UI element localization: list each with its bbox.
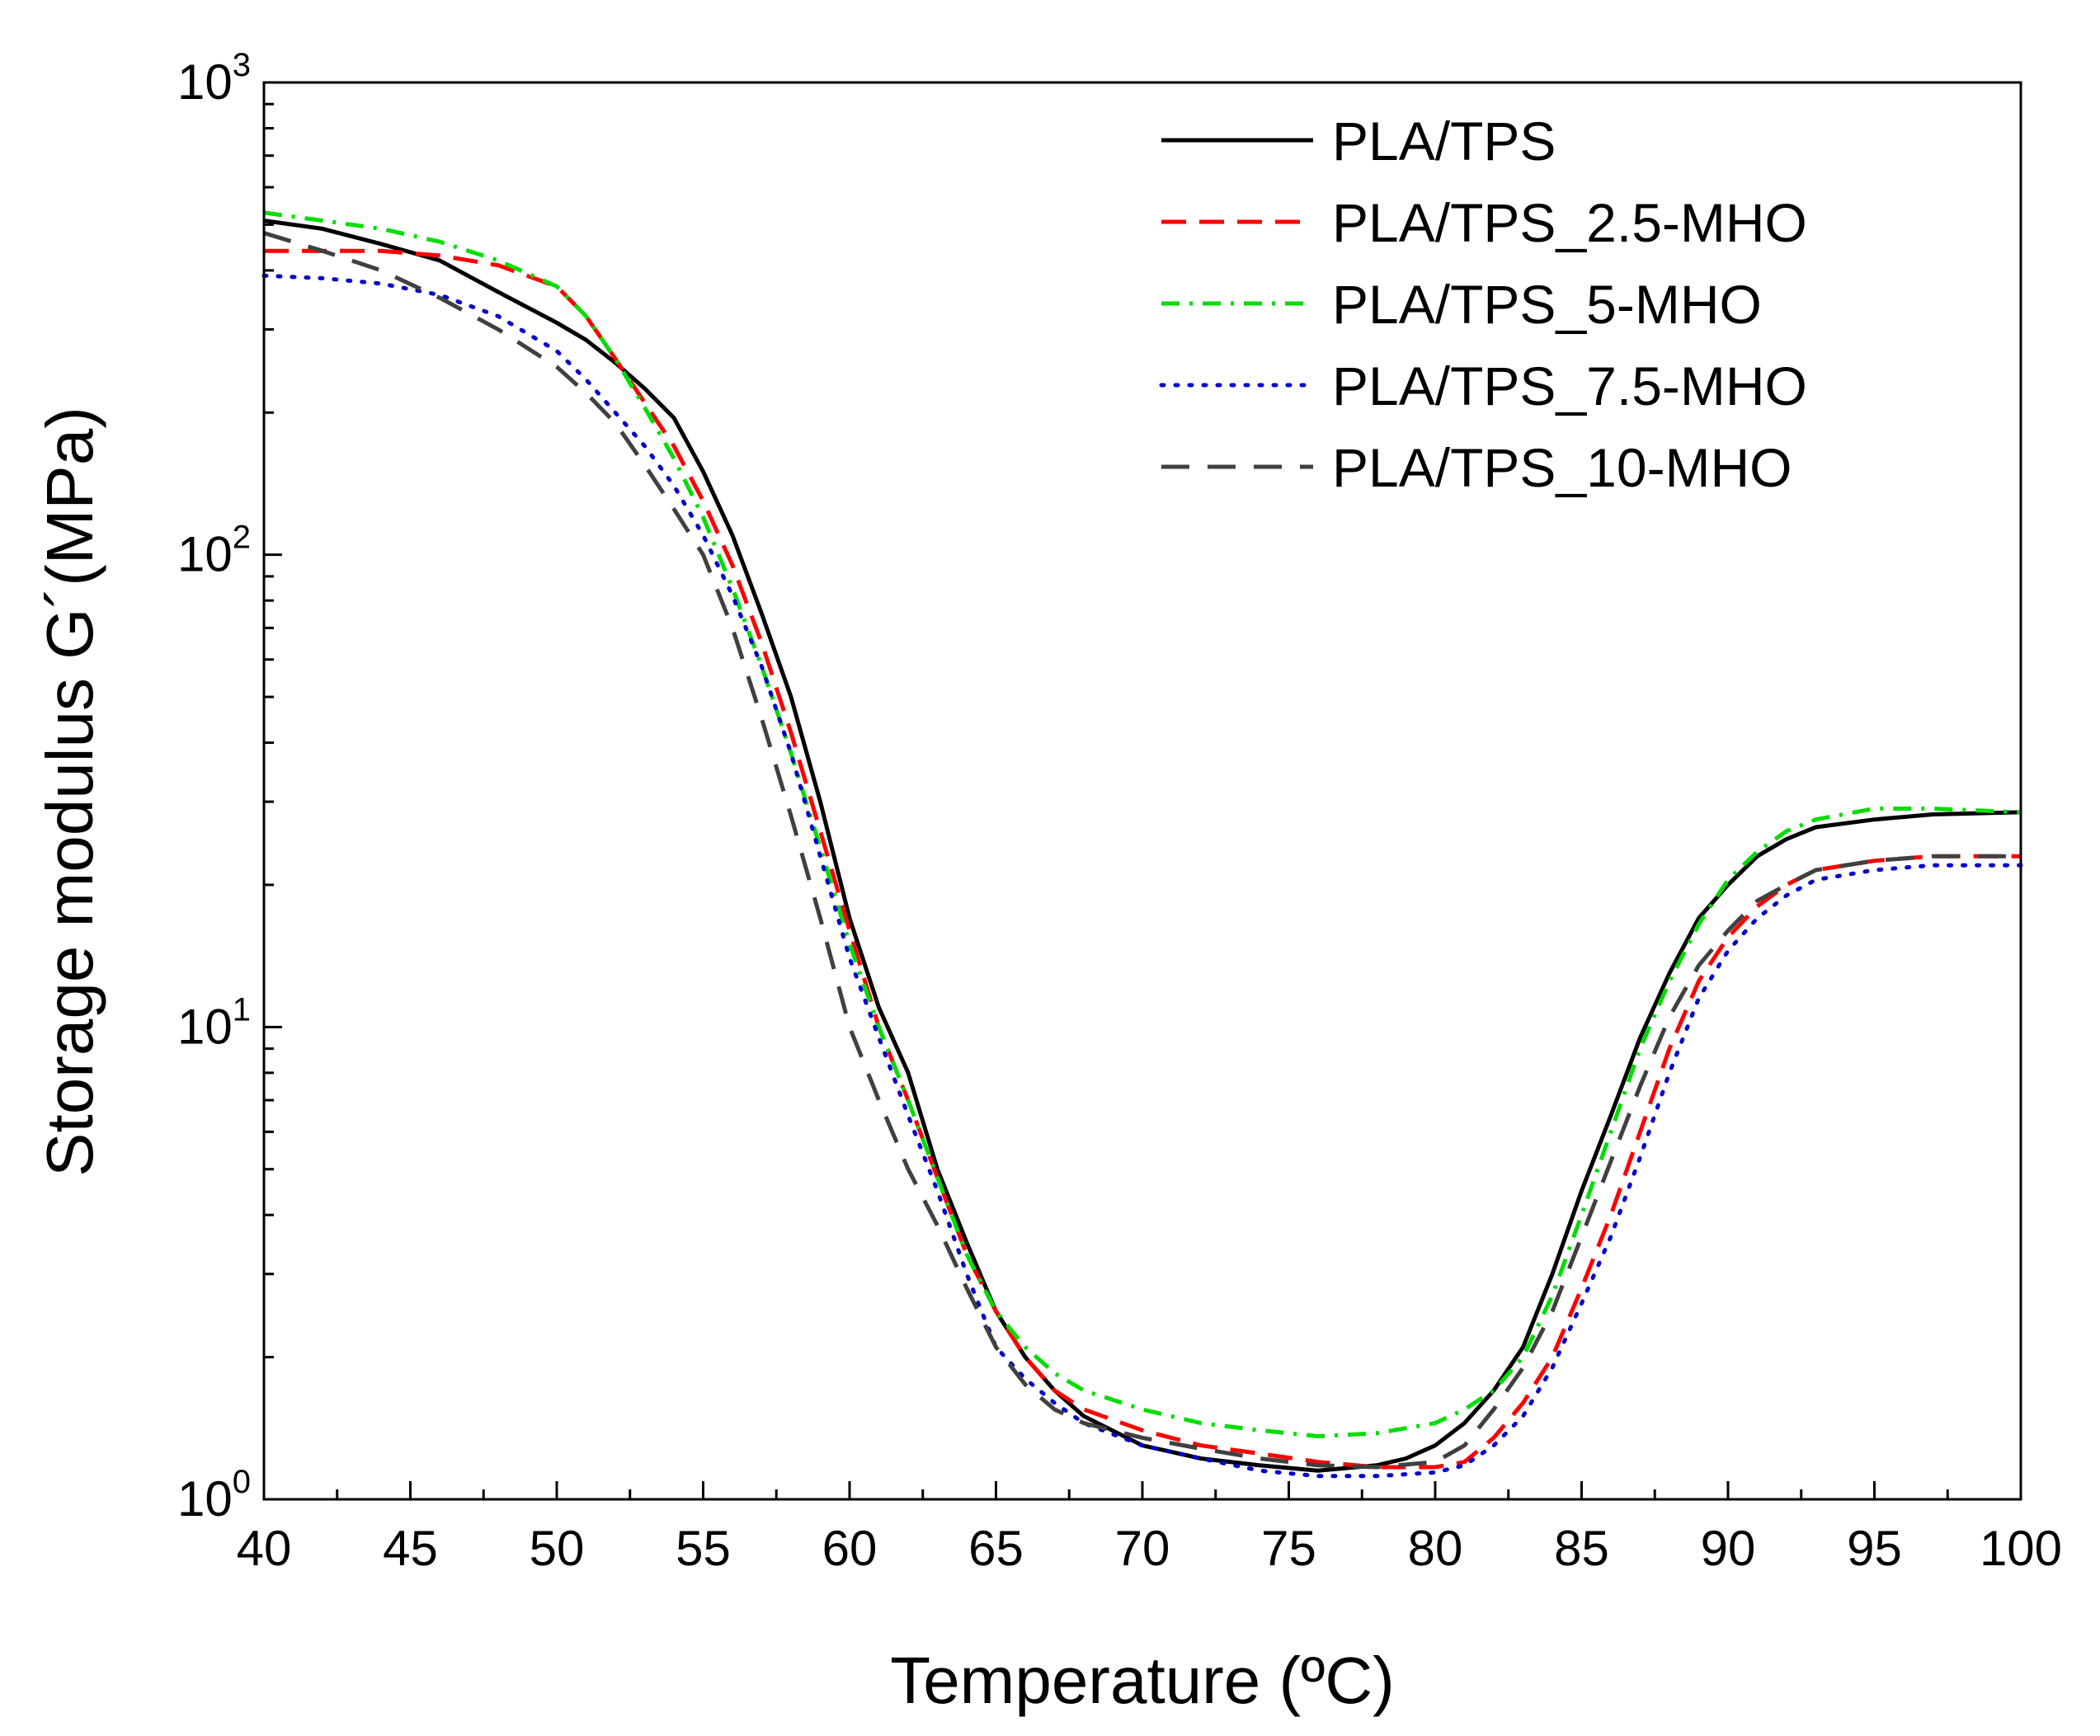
legend-label: PLA/TPS_7.5-MHO xyxy=(1332,355,1807,416)
legend-label: PLA/TPS_10-MHO xyxy=(1332,437,1792,498)
series-layer xyxy=(261,210,2023,1479)
series-line xyxy=(263,219,2022,1473)
series-line xyxy=(263,231,2021,1470)
x-tick-label: 85 xyxy=(1554,1521,1609,1576)
x-tick-label: 95 xyxy=(1847,1521,1902,1576)
y-tick-label: 101 xyxy=(177,991,251,1054)
x-tick-label: 80 xyxy=(1408,1521,1463,1576)
y-tick-label: 100 xyxy=(177,1464,251,1527)
x-tick-label: 60 xyxy=(822,1521,878,1576)
x-tick-label: 65 xyxy=(968,1521,1024,1576)
x-tick-label: 50 xyxy=(530,1521,585,1576)
x-tick-label: 45 xyxy=(383,1521,438,1576)
x-tick-label: 100 xyxy=(1980,1521,2062,1576)
x-tick-label: 55 xyxy=(676,1521,731,1576)
y-axis-label: Storage modulus G´(MPa) xyxy=(33,407,106,1177)
y-tick-label: 102 xyxy=(177,520,251,582)
series-line xyxy=(263,210,2022,1438)
legend-label: PLA/TPS_2.5-MHO xyxy=(1332,192,1807,253)
legend: PLA/TPS PLA/TPS_2.5-MHO PLA/TPS_5-MHO PLA/T… xyxy=(1159,111,1807,498)
legend-label: PLA/TPS_5-MHO xyxy=(1332,274,1762,335)
x-tick-label: 70 xyxy=(1115,1521,1170,1576)
y-tick-label: 103 xyxy=(177,47,251,110)
x-axis: 40 45 50 55 60 65 70 75 80 85 90 95 100 xyxy=(237,1481,2062,1576)
y-axis: 100 101 102 103 xyxy=(177,47,282,1527)
x-tick-label: 75 xyxy=(1261,1521,1316,1576)
legend-label: PLA/TPS xyxy=(1332,111,1556,172)
x-tick-label: 40 xyxy=(237,1521,292,1576)
x-tick-label: 90 xyxy=(1701,1521,1756,1576)
x-axis-label: Temperature (ºC) xyxy=(890,1644,1395,1717)
series-line xyxy=(264,248,2021,1470)
